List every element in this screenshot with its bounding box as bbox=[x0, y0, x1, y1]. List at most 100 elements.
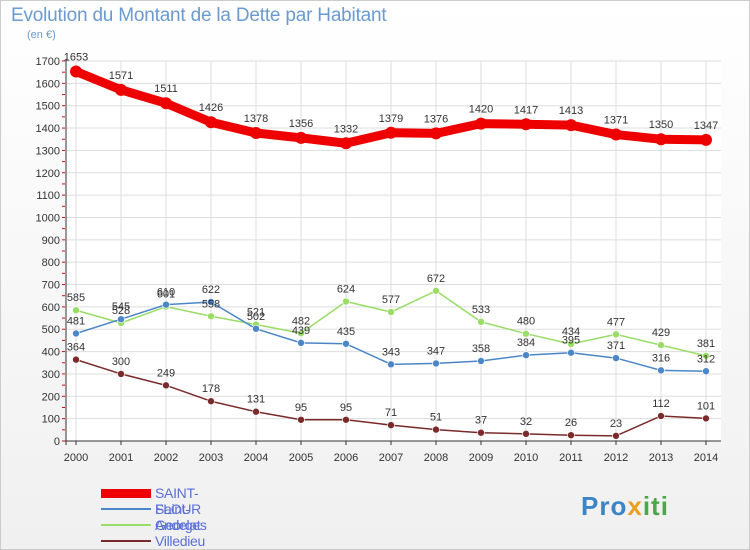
data-label: 358 bbox=[472, 343, 490, 355]
data-label: 178 bbox=[202, 383, 220, 395]
data-label: 1571 bbox=[109, 70, 133, 82]
data-point bbox=[430, 127, 442, 140]
line-chart: 0 100 200 300 400 500 600 700 800 900 1000 1100 1200… bbox=[36, 52, 721, 464]
x-tick-label: 2011 bbox=[559, 452, 583, 464]
data-label: 558 bbox=[202, 298, 220, 310]
y-tick-label: 1300 bbox=[36, 145, 60, 157]
data-point bbox=[522, 430, 530, 438]
data-point bbox=[522, 351, 530, 359]
data-point bbox=[385, 126, 397, 139]
data-point bbox=[252, 324, 260, 333]
y-tick-label: 800 bbox=[42, 257, 60, 269]
data-label: 610 bbox=[157, 287, 175, 299]
logo-part-iti: iti bbox=[642, 491, 669, 521]
y-tick-label: 1700 bbox=[36, 56, 60, 68]
y-tick-label: 0 bbox=[54, 436, 60, 448]
legend-label: Andelat bbox=[155, 517, 201, 533]
data-label: 347 bbox=[427, 345, 445, 357]
data-point bbox=[297, 329, 305, 338]
data-label: 371 bbox=[607, 340, 625, 352]
legend-swatch bbox=[101, 540, 151, 542]
y-tick-label: 1600 bbox=[36, 78, 60, 90]
data-label: 131 bbox=[247, 394, 265, 406]
data-label: 101 bbox=[697, 400, 715, 412]
data-point bbox=[567, 431, 575, 439]
data-point bbox=[205, 116, 217, 129]
data-point bbox=[207, 298, 215, 306]
data-point bbox=[297, 415, 305, 424]
y-tick-label: 1200 bbox=[36, 168, 60, 180]
data-point bbox=[657, 341, 665, 349]
legend-swatch bbox=[101, 524, 151, 526]
data-label: 1376 bbox=[424, 113, 448, 125]
data-label: 312 bbox=[697, 353, 715, 365]
data-point bbox=[657, 366, 665, 375]
data-point bbox=[477, 357, 485, 365]
data-point bbox=[432, 286, 440, 295]
data-label: 585 bbox=[67, 292, 85, 304]
data-label: 316 bbox=[652, 352, 670, 364]
data-label: 477 bbox=[607, 316, 625, 328]
data-point bbox=[72, 306, 80, 315]
data-label: 26 bbox=[565, 417, 577, 429]
x-tick-label: 2010 bbox=[514, 452, 538, 464]
y-tick-label: 1000 bbox=[36, 212, 60, 224]
data-label: 364 bbox=[67, 342, 85, 354]
data-point bbox=[520, 118, 532, 131]
data-point bbox=[117, 370, 125, 378]
data-label: 1426 bbox=[199, 102, 223, 114]
data-point bbox=[612, 330, 620, 339]
data-point bbox=[522, 329, 530, 338]
legend-swatch bbox=[101, 508, 151, 510]
chart-subtitle: (en €) bbox=[27, 29, 56, 41]
data-point bbox=[657, 412, 665, 420]
x-tick-label: 2009 bbox=[469, 452, 493, 464]
data-point bbox=[432, 425, 440, 434]
data-point bbox=[387, 421, 395, 429]
data-label: 384 bbox=[517, 337, 535, 349]
data-label: 624 bbox=[337, 284, 355, 296]
x-tick-label: 2008 bbox=[424, 452, 448, 464]
data-label: 601 bbox=[157, 289, 175, 301]
data-point bbox=[342, 297, 350, 306]
y-tick-label: 1100 bbox=[36, 190, 60, 202]
y-tick-label: 100 bbox=[42, 414, 60, 426]
data-point bbox=[295, 131, 307, 144]
data-label: 1653 bbox=[64, 52, 88, 64]
data-label: 23 bbox=[610, 418, 622, 430]
data-label: 343 bbox=[382, 346, 400, 358]
data-label: 502 bbox=[247, 311, 265, 323]
plot-area bbox=[66, 61, 721, 441]
x-tick-label: 2014 bbox=[694, 452, 718, 464]
data-point bbox=[250, 126, 262, 139]
data-label: 533 bbox=[472, 304, 490, 316]
data-label: 528 bbox=[112, 305, 130, 317]
y-tick-label: 400 bbox=[42, 347, 60, 359]
proxiti-logo: Proxiti bbox=[581, 491, 669, 522]
data-label: 112 bbox=[652, 398, 670, 410]
data-point bbox=[702, 367, 710, 376]
data-label: 300 bbox=[112, 356, 130, 368]
data-label: 1417 bbox=[514, 104, 538, 116]
y-tick-label: 900 bbox=[42, 235, 60, 247]
y-tick-label: 1500 bbox=[36, 101, 60, 113]
data-label: 435 bbox=[337, 326, 355, 338]
data-label: 545 bbox=[112, 301, 130, 313]
data-label: 482 bbox=[292, 315, 310, 327]
data-point bbox=[567, 340, 575, 348]
data-point bbox=[475, 117, 487, 130]
data-point bbox=[477, 428, 485, 437]
y-tick-label: 700 bbox=[42, 280, 60, 292]
x-tick-label: 2004 bbox=[244, 452, 268, 464]
data-label: 37 bbox=[475, 415, 487, 427]
data-point bbox=[160, 97, 172, 110]
data-label: 439 bbox=[292, 325, 310, 337]
data-point bbox=[162, 381, 170, 390]
legend-label: SAINT-FLOUR bbox=[155, 485, 201, 517]
x-tick-label: 2002 bbox=[154, 452, 178, 464]
data-label: 1413 bbox=[559, 105, 583, 117]
data-label: 1332 bbox=[334, 123, 358, 135]
x-tick-label: 2003 bbox=[199, 452, 223, 464]
legend-label: Saint-Georges bbox=[155, 501, 207, 533]
data-point bbox=[432, 359, 440, 368]
